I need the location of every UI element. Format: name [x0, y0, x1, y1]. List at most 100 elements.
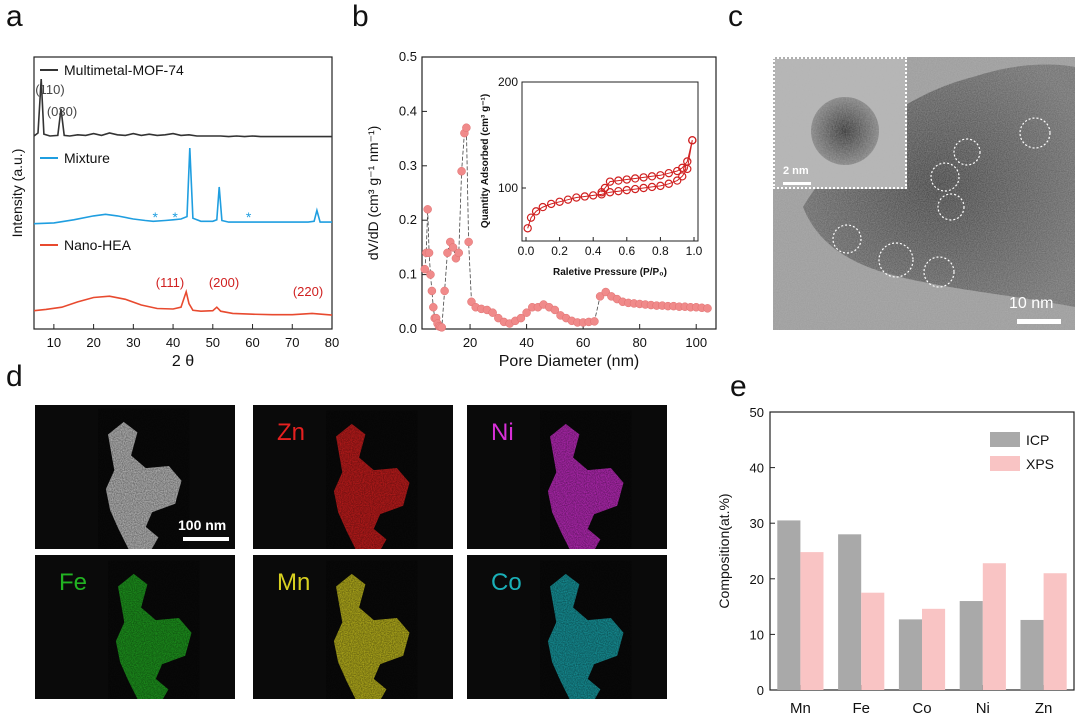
eds-map: Fe [35, 555, 235, 699]
data-point [641, 300, 650, 309]
adsorption-line [527, 140, 693, 229]
y-tick-label: 0.0 [399, 321, 417, 336]
x-tick-label: 80 [325, 335, 339, 350]
data-point [618, 297, 627, 307]
data-point [624, 298, 633, 308]
eds-element-label: Fe [59, 569, 88, 596]
desorption-point [622, 175, 632, 184]
category-label: Fe [852, 700, 870, 717]
inset-x-tick-label: 0.6 [618, 244, 635, 258]
adsorption-point [656, 181, 665, 191]
peak-annotation: (220) [293, 284, 323, 299]
adsorption-point [683, 164, 692, 174]
data-point [448, 243, 458, 252]
category-label: Zn [1035, 700, 1053, 717]
y-tick-label: 30 [750, 516, 764, 531]
inset-x-axis-label: Raletive Pressure (P/P₀) [553, 267, 667, 278]
x-tick-label: 40 [166, 335, 180, 350]
desorption-point [678, 163, 687, 173]
x-tick-label: 30 [126, 335, 140, 350]
category-label: Mn [790, 700, 811, 717]
eds-scale-label: 100 nm [178, 517, 227, 533]
data-point [516, 313, 526, 323]
desorption-point [600, 183, 610, 193]
bar-icp [959, 601, 983, 690]
eds-map-graphic [105, 421, 182, 549]
eds-map: 100 nm [35, 405, 235, 549]
data-point [443, 248, 452, 258]
inset-scale-bar [783, 182, 811, 185]
y-tick-label: 0.3 [399, 158, 417, 173]
data-point [522, 308, 531, 317]
bar-xps [922, 608, 946, 690]
particle-outlines [832, 117, 1051, 288]
data-point [423, 205, 432, 214]
eds-map: Zn [253, 405, 453, 549]
y-tick-label: 20 [750, 572, 764, 587]
x-tick-label: 60 [245, 335, 259, 350]
data-point [424, 248, 434, 258]
data-point [505, 319, 514, 328]
eds-element-label: Ni [491, 419, 514, 446]
desorption-point [639, 173, 648, 182]
panel-label-e: e [730, 370, 747, 403]
data-point [584, 317, 594, 327]
desorption-point [683, 157, 692, 166]
data-point [499, 317, 509, 327]
desorption-point [605, 177, 615, 186]
data-point [601, 287, 610, 297]
x-tick-label: 60 [576, 335, 590, 350]
data-point [462, 123, 471, 132]
data-point [446, 237, 455, 247]
panel-label-c: c [728, 0, 743, 33]
data-point [511, 316, 520, 326]
x-tick-label: 100 [685, 335, 707, 350]
adsorption-point [622, 185, 632, 195]
data-point [652, 301, 661, 310]
bar-icp [838, 534, 862, 690]
data-point [612, 294, 622, 304]
eds-map-graphic [333, 423, 410, 549]
eds-element-label: Co [491, 569, 522, 596]
data-point [658, 301, 667, 310]
series-line [33, 288, 333, 316]
data-point [427, 286, 437, 296]
bar-xps [1043, 573, 1067, 690]
category-label: Ni [976, 700, 990, 717]
data-point [607, 292, 616, 301]
data-point [451, 254, 461, 263]
desorption-point [664, 168, 674, 178]
data-point [703, 304, 712, 313]
y-tick-label: 50 [750, 405, 764, 420]
adsorption-point [631, 184, 640, 194]
x-tick-label: 40 [519, 335, 533, 350]
peak-annotation: (110) [35, 82, 64, 97]
data-point [433, 319, 442, 328]
adsorption-point [614, 186, 623, 196]
desorption-point [673, 166, 682, 176]
data-point [440, 286, 449, 296]
panel-label-d: d [6, 360, 23, 393]
data-point [477, 304, 486, 314]
data-point [561, 313, 571, 323]
adsorption-point [605, 188, 615, 197]
y-tick-label: 0.5 [399, 49, 417, 64]
x-tick-label: 20 [86, 335, 100, 350]
adsorption-point [572, 193, 581, 202]
plot-frame [33, 56, 333, 330]
bar-xps [861, 592, 885, 690]
series-line [424, 127, 708, 328]
desorption-point [597, 188, 606, 197]
inset-y-tick-label: 200 [498, 75, 518, 89]
adsorption-point [526, 213, 536, 222]
legend-label: Multimetal-MOF-74 [64, 62, 184, 78]
x-tick-label: 20 [463, 335, 477, 350]
data-point [595, 292, 605, 301]
data-point [467, 297, 476, 307]
data-point [431, 313, 441, 323]
peak-marker: * [172, 209, 178, 225]
data-point [669, 301, 678, 311]
inset-frame [521, 81, 699, 242]
data-point [420, 264, 430, 274]
adsorption-point [688, 136, 697, 145]
